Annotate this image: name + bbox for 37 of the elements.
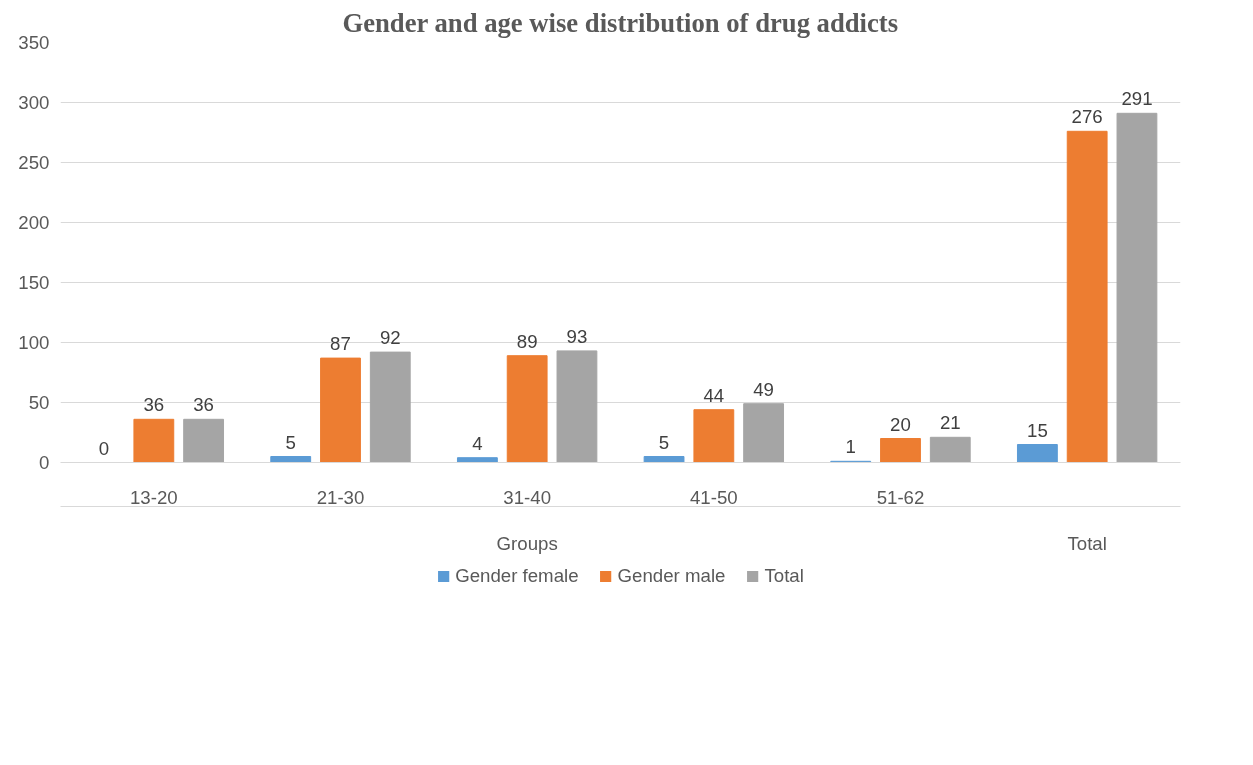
- text: Groups: [496, 532, 558, 554]
- data-label: 92: [379, 327, 401, 349]
- x-tick-label: 51-62: [876, 486, 925, 508]
- y-tick-label: 350: [18, 32, 50, 53]
- y-tick-label: 200: [18, 212, 50, 233]
- y-tick-label: 0: [39, 452, 50, 473]
- data-label: 36: [143, 394, 165, 416]
- x-tick-label: 41-50: [689, 486, 738, 508]
- y-tick-label: 300: [18, 92, 50, 113]
- x-tick-label: 13-20: [129, 486, 178, 508]
- legend-label: Gender female: [455, 565, 579, 587]
- data-label: 89: [516, 330, 538, 352]
- data-label: 1: [845, 436, 856, 458]
- data-label: 0: [98, 437, 110, 459]
- data-label: 44: [703, 384, 725, 406]
- data-label: 36: [193, 394, 214, 416]
- data-label: 276: [1071, 106, 1103, 128]
- y-tick-label: 150: [18, 272, 50, 293]
- legend-label: Total: [764, 565, 804, 587]
- data-label: 20: [890, 413, 911, 435]
- data-label: 21: [939, 412, 961, 434]
- y-tick-label: 250: [18, 152, 50, 173]
- legend-label: Gender male: [617, 565, 726, 587]
- data-label: 87: [330, 333, 351, 355]
- x-tick-label: 21-30: [316, 486, 365, 508]
- data-label: 4: [472, 432, 483, 454]
- data-label: 5: [658, 431, 670, 453]
- x-tick-label: 31-40: [503, 486, 552, 508]
- data-label: 5: [285, 431, 296, 453]
- text: Total: [1067, 532, 1107, 554]
- data-label: 15: [1027, 419, 1048, 441]
- data-label: 49: [753, 378, 774, 400]
- y-tick-label: 100: [18, 332, 50, 353]
- chart-title: Gender and age wise distribution of drug addicts: [342, 7, 899, 38]
- data-label: 93: [566, 325, 588, 347]
- data-label: 291: [1121, 88, 1153, 110]
- y-tick-label: 50: [28, 392, 50, 413]
